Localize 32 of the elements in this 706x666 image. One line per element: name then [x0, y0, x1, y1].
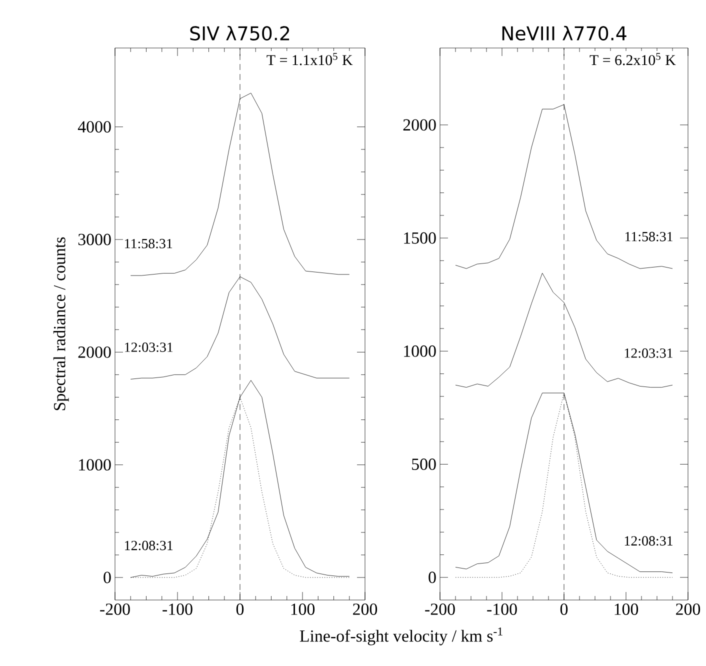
x-tick-label: -100 — [162, 604, 192, 615]
chart-title: SIV λ750.2 — [190, 26, 290, 40]
y-tick-label: 2000 — [403, 119, 436, 131]
annotation: T = 1.1x10$^{5}$ K — [266, 52, 353, 66]
y-tick-label: 0 — [428, 572, 436, 584]
x-axis-title: Line-of-sight velocity / km s$^{-1}$ — [300, 628, 502, 646]
x-tick-label: 200 — [676, 604, 700, 615]
y-tick-label: 0 — [104, 572, 111, 584]
y-tick-label: 500 — [412, 458, 436, 470]
y-tick-label: 3000 — [78, 234, 111, 246]
y-tick-label: 4000 — [78, 121, 111, 133]
x-tick-label: 100 — [614, 604, 638, 615]
x-tick-label: 0 — [560, 604, 568, 615]
x-tick-label: -200 — [425, 604, 455, 615]
x-tick-label: 100 — [291, 604, 315, 615]
x-tick-label: -100 — [487, 604, 517, 615]
y-tick-label: 1000 — [404, 345, 436, 357]
legend-label: 12:03:31 — [125, 342, 173, 352]
y-axis-title: Spectral radiance / counts — [53, 237, 69, 410]
legend-label: 11:58:31 — [125, 238, 172, 248]
annotation: T = 6.2x10$^{5}$ K — [590, 52, 676, 66]
y-tick-label: 1500 — [404, 232, 436, 244]
y-tick-label: 2000 — [78, 346, 111, 358]
legend-label: 12:03:31 — [624, 348, 672, 358]
x-tick-label: 0 — [236, 604, 244, 615]
chart-title: NeVIII λ770.4 — [502, 26, 626, 40]
legend-label: 12:08:31 — [125, 540, 173, 550]
legend-label: 11:58:31 — [625, 232, 672, 242]
x-tick-label: -200 — [100, 604, 130, 615]
y-tick-label: 1000 — [79, 459, 111, 471]
x-tick-label: 200 — [353, 604, 378, 615]
legend-label: 12:08:31 — [624, 536, 672, 546]
